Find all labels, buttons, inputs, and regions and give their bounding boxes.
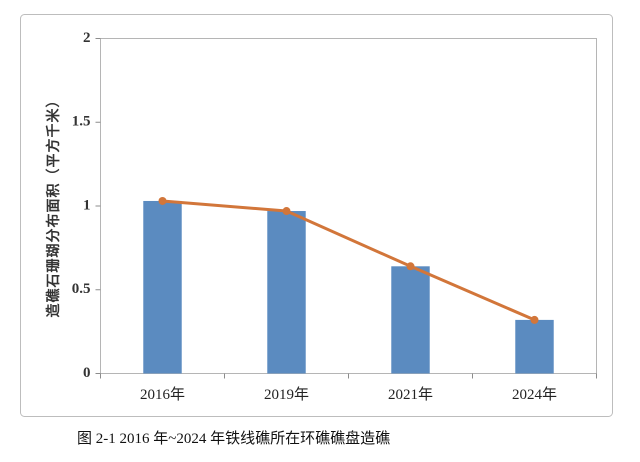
x-tick-label: 2021年 [388,386,433,403]
x-tick-label: 2024年 [512,386,557,403]
line-point-3 [530,315,539,324]
y-tick-label: 1.5 [72,114,91,130]
bars-group [143,200,554,374]
line-series-group [158,196,539,324]
x-axis: 2016年 2019年 2021年 2024年 [100,373,597,403]
x-tick-label: 2019年 [264,386,309,403]
line-point-2 [406,262,415,271]
y-tick-label: 0.5 [72,281,91,297]
bar-0 [143,200,182,374]
y-axis: 0 0.5 1 1.5 2 [72,30,101,381]
y-axis-label: 造礁石珊瑚分布面积（平方千米） [45,93,62,318]
bar-3 [515,319,554,374]
bar-2 [391,266,430,374]
line-point-1 [282,207,291,216]
x-tick-label: 2016年 [140,386,185,403]
y-tick-label: 1 [83,197,91,213]
y-tick-label: 0 [83,365,91,381]
line-point-0 [158,196,167,205]
bar-1 [267,211,306,374]
y-tick-label: 2 [83,30,91,46]
figure-caption: 图 2-1 2016 年~2024 年铁线礁所在环礁礁盘造礁 [77,431,391,447]
trend-line [161,199,536,322]
